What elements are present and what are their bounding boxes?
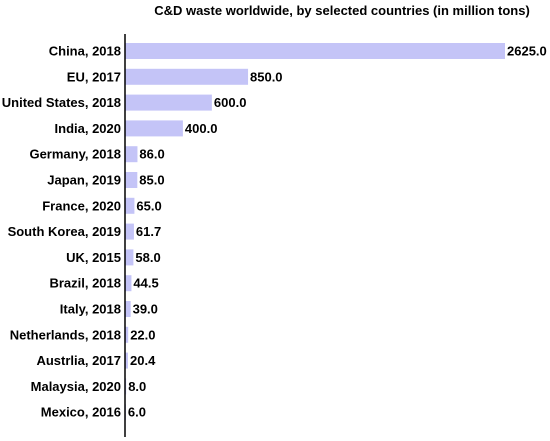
category-label: South Korea, 2019 — [8, 224, 121, 239]
category-label: Germany, 2018 — [29, 147, 121, 162]
bar — [125, 223, 134, 240]
category-label: Brazil, 2018 — [49, 276, 121, 291]
bar — [125, 275, 132, 292]
value-label: 65.0 — [136, 198, 161, 213]
category-label: UK, 2015 — [66, 250, 121, 265]
category-label: United States, 2018 — [2, 95, 121, 110]
value-label: 22.0 — [130, 327, 155, 342]
value-label: 20.4 — [130, 353, 156, 368]
category-label: India, 2020 — [55, 121, 121, 136]
value-label: 2625.0 — [507, 44, 547, 59]
value-label: 6.0 — [128, 405, 146, 420]
chart-title: C&D waste worldwide, by selected countri… — [154, 3, 530, 18]
bar — [125, 94, 212, 111]
value-label: 850.0 — [250, 69, 283, 84]
bar — [125, 43, 505, 59]
bar — [125, 120, 183, 137]
bar — [125, 197, 135, 214]
category-labels: China, 2018 EU, 2017 United States, 2018 In… — [2, 44, 121, 420]
value-label: 8.0 — [128, 379, 146, 394]
value-label: 44.5 — [133, 276, 158, 291]
value-label: 85.0 — [139, 173, 164, 188]
bar — [125, 146, 138, 163]
category-label: Austrlia, 2017 — [36, 353, 121, 368]
value-label: 58.0 — [135, 250, 160, 265]
value-label: 39.0 — [133, 302, 158, 317]
value-label: 86.0 — [139, 147, 164, 162]
category-label: Japan, 2019 — [47, 173, 121, 188]
category-label: Mexico, 2016 — [41, 405, 121, 420]
bar — [125, 68, 249, 85]
value-label: 400.0 — [185, 121, 218, 136]
category-label: Malaysia, 2020 — [31, 379, 121, 394]
category-label: Netherlands, 2018 — [10, 327, 121, 342]
value-label: 61.7 — [136, 224, 161, 239]
bars-group — [125, 43, 505, 421]
value-label: 600.0 — [214, 95, 247, 110]
bar — [125, 249, 134, 266]
bar — [125, 352, 128, 369]
bar — [125, 172, 138, 188]
category-label: Italy, 2018 — [60, 302, 121, 317]
category-label: China, 2018 — [49, 44, 121, 59]
category-label: France, 2020 — [42, 198, 121, 213]
bar — [125, 326, 129, 343]
category-label: EU, 2017 — [67, 69, 121, 84]
bar — [125, 301, 131, 317]
